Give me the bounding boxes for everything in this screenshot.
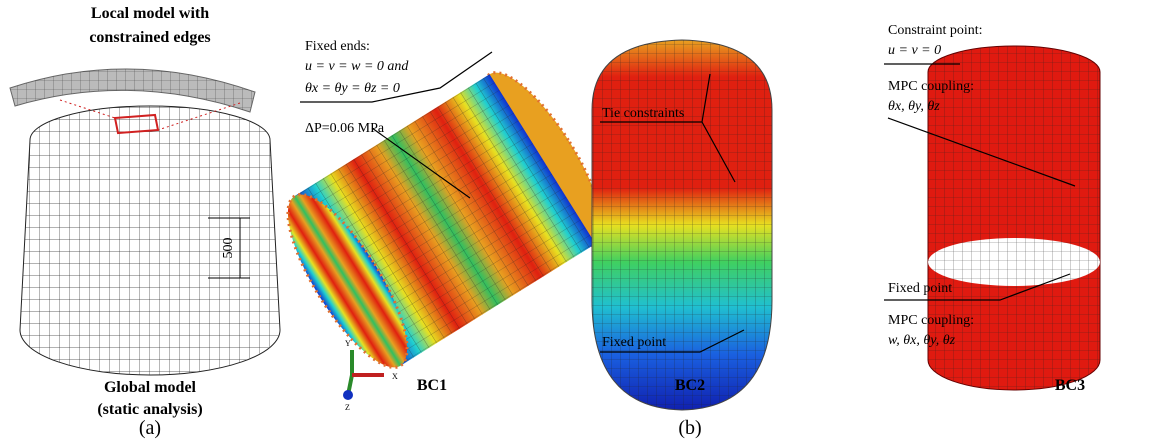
label: Global model <box>104 379 197 396</box>
label: (static analysis) <box>97 401 202 418</box>
bc1: Fixed ends: u = v = w = 0 and θx = θy = … <box>267 39 622 412</box>
label: Fixed point <box>888 281 952 296</box>
label: Tie constraints <box>602 106 684 121</box>
label: u = v = 0 <box>888 43 941 58</box>
label: constrained edges <box>89 29 210 46</box>
caption: (b) <box>678 417 701 439</box>
label: Fixed ends: <box>305 39 370 54</box>
figure: Local model with constrained edges 500 G… <box>0 0 1168 440</box>
label: u = v = w = 0 and <box>305 59 409 74</box>
global-mesh <box>20 106 280 375</box>
label: θx = θy = θz = 0 <box>305 81 400 96</box>
local-mesh <box>10 69 255 112</box>
label: MPC coupling: <box>888 79 974 94</box>
label: Fixed point <box>602 335 666 350</box>
label: w, θx, θy, θz <box>888 333 956 348</box>
title: BC1 <box>417 377 447 394</box>
z-axis <box>343 390 353 400</box>
label: MPC coupling: <box>888 313 974 328</box>
title: BC2 <box>675 377 705 394</box>
mesh <box>592 40 772 410</box>
dimension-label: 500 <box>221 238 236 259</box>
label: Local model with <box>91 5 209 22</box>
axis-label: X <box>392 372 398 381</box>
bc2: Tie constraints Fixed point BC2 <box>592 40 772 410</box>
panel-a: Local model with constrained edges 500 G… <box>10 5 280 439</box>
label: θx, θy, θz <box>888 99 940 114</box>
axis-label: Z <box>345 403 350 412</box>
title: BC3 <box>1055 377 1085 394</box>
label: Constraint point: <box>888 23 983 38</box>
caption: (a) <box>139 417 161 439</box>
bc3: Constraint point: u = v = 0 MPC coupling… <box>884 23 1100 394</box>
axis-label: Y <box>345 339 351 348</box>
